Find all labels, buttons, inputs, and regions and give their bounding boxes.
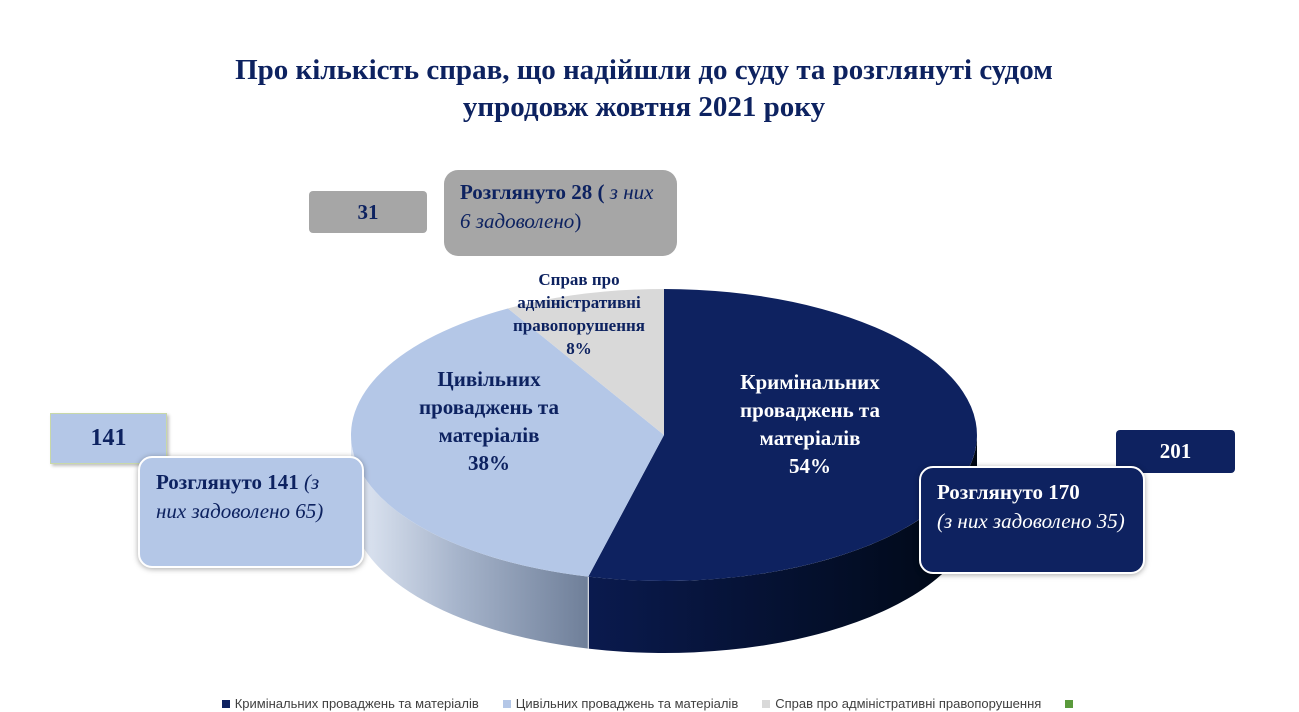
legend-label-criminal: Кримінальних проваджень та матеріалів [234, 696, 479, 711]
slice-label-2: Справ про адміністративні правопорушення 8% [513, 270, 645, 358]
slice-label-0-line-2: матеріалів [760, 426, 861, 450]
legend-item-admin: Справ про адміністративні правопорушення [762, 696, 1041, 711]
admin-reviewed-rest: з них 6 задоволено [460, 180, 654, 233]
slice-label-2-line-1: адміністративні [517, 293, 641, 312]
pie-slice-2 [507, 289, 664, 435]
legend-label-admin: Справ про адміністративні правопорушення [775, 696, 1042, 711]
legend-swatch-extra [1065, 699, 1074, 708]
legend-item-civil: Цивільних проваджень та матеріалів [502, 696, 739, 711]
criminal-reviewed-rest: (з них задоволено 35) [937, 509, 1125, 533]
slice-label-1-line-1: проваджень та [419, 395, 560, 419]
civil-count-box: 141 [50, 413, 167, 464]
criminal-count-box: 201 [1116, 430, 1235, 473]
admin-count-value: 31 [357, 200, 379, 224]
slice-label-0-line-1: проваджень та [740, 398, 881, 422]
slice-label-1: Цивільних проваджень та матеріалів 38% [419, 367, 560, 475]
slice-label-2-line-0: Справ про [538, 270, 619, 289]
admin-count-box: 31 [309, 191, 427, 233]
slice-label-0-line-3: 54% [789, 454, 831, 478]
admin-reviewed-box: Розглянуто 28 ( з них 6 задоволено) [444, 170, 677, 256]
chart-title-line1: Про кількість справ, що надійшли до суду… [235, 54, 1053, 86]
chart-title-line2: упродовж жовтня 2021 року [462, 91, 826, 123]
pie-slice-0 [588, 289, 977, 581]
slice-label-2-line-3: 8% [566, 339, 592, 358]
chart-title: Про кількість справ, що надійшли до суду… [100, 52, 1188, 126]
legend-swatch-admin [762, 699, 771, 708]
slice-label-2-line-2: правопорушення [513, 316, 645, 335]
civil-count-value: 141 [90, 425, 127, 451]
chart-legend: Кримінальних проваджень та матеріалів Ци… [150, 696, 1150, 711]
slice-label-1-line-2: матеріалів [439, 423, 540, 447]
slice-label-1-line-3: 38% [468, 451, 510, 475]
civil-reviewed-box: Розглянуто 141 (з них задоволено 65) [138, 456, 364, 568]
criminal-count-value: 201 [1159, 439, 1192, 463]
criminal-reviewed-bold: Розглянуто 170 [937, 480, 1080, 504]
slice-label-0: Кримінальних проваджень та матеріалів 54% [740, 370, 881, 478]
slice-label-1-line-0: Цивільних [437, 367, 541, 391]
legend-item-extra [1065, 699, 1078, 708]
legend-swatch-civil [502, 699, 511, 708]
admin-reviewed-bold: Розглянуто 28 [460, 180, 593, 204]
pie-side-1 [350, 435, 589, 649]
legend-swatch-criminal [221, 699, 230, 708]
pie-side-0 [588, 435, 977, 654]
civil-reviewed-rest: (з них задоволено 65) [156, 470, 324, 523]
legend-label-civil: Цивільних проваджень та матеріалів [515, 696, 739, 711]
civil-reviewed-bold: Розглянуто 141 [156, 470, 299, 494]
legend-item-criminal: Кримінальних проваджень та матеріалів [221, 696, 479, 711]
criminal-reviewed-box: Розглянуто 170 (з них задоволено 35) [919, 466, 1145, 574]
pie-slice-1 [350, 308, 664, 577]
slice-label-0-line-0: Кримінальних [740, 370, 880, 394]
